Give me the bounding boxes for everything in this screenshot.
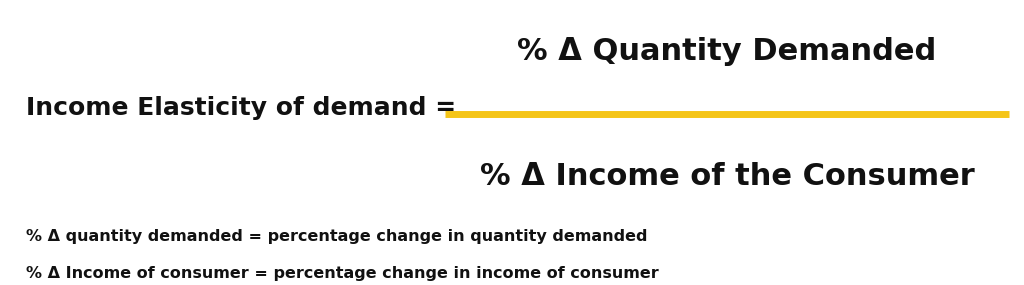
Text: % Δ quantity demanded = percentage change in quantity demanded: % Δ quantity demanded = percentage chang… bbox=[26, 229, 647, 244]
Text: % Δ Income of the Consumer: % Δ Income of the Consumer bbox=[479, 162, 975, 191]
Text: % Δ Quantity Demanded: % Δ Quantity Demanded bbox=[517, 37, 937, 66]
Text: % Δ Income of consumer = percentage change in income of consumer: % Δ Income of consumer = percentage chan… bbox=[26, 266, 658, 281]
Text: Income Elasticity of demand =: Income Elasticity of demand = bbox=[26, 96, 456, 120]
